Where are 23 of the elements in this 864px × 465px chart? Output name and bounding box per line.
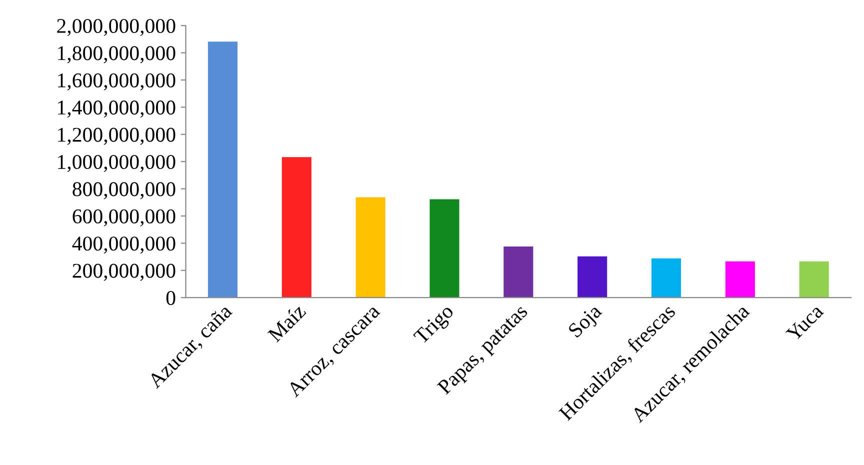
y-tick-label: 600,000,000 <box>72 209 176 226</box>
bar <box>799 261 829 298</box>
y-tick-label: 1,400,000,000 <box>58 100 176 118</box>
y-tick-label: 1,000,000,000 <box>58 154 176 172</box>
y-tick-label: 200,000,000 <box>72 264 176 281</box>
y-tick-label: 1,600,000,000 <box>58 73 176 90</box>
bar <box>504 246 534 298</box>
bar <box>725 261 755 298</box>
bar <box>356 197 386 298</box>
y-tick-label: 0 <box>166 290 176 306</box>
x-tick-label: Yuca <box>785 303 824 342</box>
bar <box>282 157 312 298</box>
bar <box>651 258 682 298</box>
y-tick-label: 1,800,000,000 <box>58 46 176 64</box>
x-tick-label: Trigo <box>412 303 458 348</box>
bar <box>578 256 608 298</box>
x-tick-label: Soja <box>568 303 606 342</box>
y-tick-label: 800,000,000 <box>72 182 176 200</box>
y-tick-label: 1,200,000,000 <box>58 128 176 145</box>
y-tick-label: 2,000,000,000 <box>57 18 176 36</box>
y-tick-label: 400,000,000 <box>72 236 176 254</box>
bar <box>430 199 460 298</box>
bar <box>208 42 238 298</box>
